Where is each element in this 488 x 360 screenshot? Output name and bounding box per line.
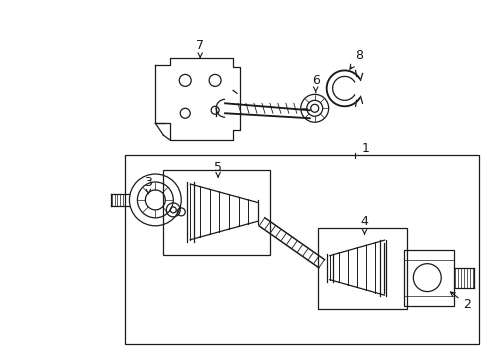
Text: 4: 4: [360, 215, 368, 234]
Text: 3: 3: [144, 176, 152, 194]
Text: 5: 5: [214, 161, 222, 177]
Bar: [317, 228, 407, 310]
Bar: [404, 250, 453, 306]
Text: 1: 1: [361, 141, 368, 155]
Bar: [163, 170, 269, 255]
Text: 7: 7: [196, 39, 204, 58]
Text: 6: 6: [311, 74, 319, 93]
Text: 8: 8: [349, 49, 363, 69]
Text: 2: 2: [449, 292, 470, 311]
Bar: [125, 155, 478, 345]
